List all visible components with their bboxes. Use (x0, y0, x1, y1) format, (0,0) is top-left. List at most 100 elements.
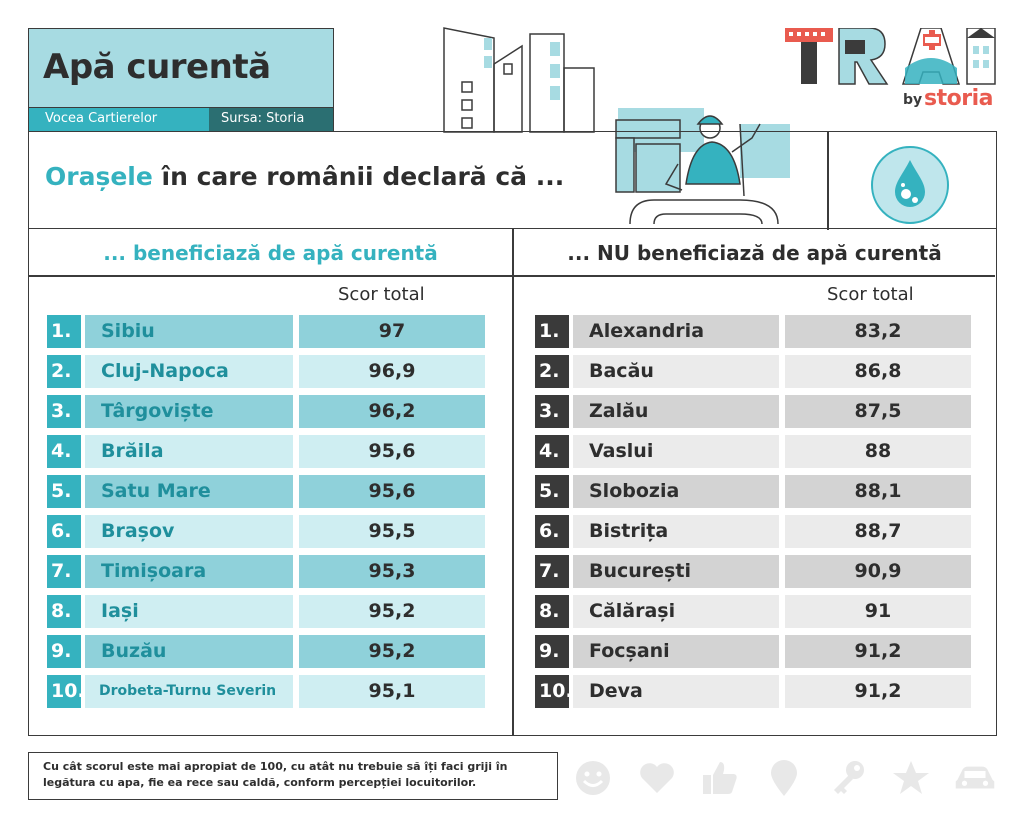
tag-vocea-cartierelor: Vocea Cartierelor (29, 108, 209, 131)
water-drop-badge (871, 146, 949, 224)
table-row: 2. Cluj-Napoca 96,9 (47, 355, 485, 388)
right-ranking-list: 1. Alexandria 83,2 2. Bacău 86,8 3. Zalău 87,5… (535, 315, 971, 715)
score-value: 95,3 (299, 555, 485, 588)
rank: 6. (47, 515, 81, 548)
city-name: Alexandria (573, 315, 779, 348)
water-drop-icon (895, 160, 925, 207)
rank: 1. (47, 315, 81, 348)
table-row: 7. Timișoara 95,3 (47, 555, 485, 588)
city-name: Deva (573, 675, 779, 708)
city-name: Zalău (573, 395, 779, 428)
table-row: 8. Iași 95,2 (47, 595, 485, 628)
rank: 6. (535, 515, 569, 548)
rank: 7. (535, 555, 569, 588)
table-row: 5. Satu Mare 95,6 (47, 475, 485, 508)
table-row: 6. Brașov 95,5 (47, 515, 485, 548)
score-value: 83,2 (785, 315, 971, 348)
rank: 3. (47, 395, 81, 428)
rank: 10. (47, 675, 85, 708)
logo-brand-storia: storia (924, 86, 993, 111)
table-row: 6. Bistrița 88,7 (535, 515, 971, 548)
rank: 10. (535, 675, 573, 708)
city-name: Bacău (573, 355, 779, 388)
score-value: 91,2 (785, 675, 971, 708)
rank: 9. (47, 635, 81, 668)
score-value: 95,2 (299, 635, 485, 668)
ranking-table: ... beneficiază de apă curentă ... NU be… (28, 228, 997, 736)
score-value: 87,5 (785, 395, 971, 428)
city-name: Sibiu (85, 315, 293, 348)
city-name: Târgoviște (85, 395, 293, 428)
city-name: București (573, 555, 779, 588)
rank: 3. (535, 395, 569, 428)
subtitle-rest: în care românii declară că ... (152, 162, 565, 191)
city-name: Brașov (85, 515, 293, 548)
table-row: 3. Zalău 87,5 (535, 395, 971, 428)
left-column-header: ... beneficiază de apă curentă (103, 241, 438, 265)
star-icon (893, 761, 930, 794)
right-column-header: ... NU beneficiază de apă curentă (567, 241, 942, 265)
city-name: Cluj-Napoca (85, 355, 293, 388)
table-row: 2. Bacău 86,8 (535, 355, 971, 388)
score-value: 97 (299, 315, 485, 348)
table-row: 10. Deva 91,2 (535, 675, 971, 708)
table-row: 9. Focșani 91,2 (535, 635, 971, 668)
table-row: 8. Călărași 91 (535, 595, 971, 628)
left-score-label: Scor total (338, 284, 425, 305)
car-icon (955, 766, 995, 789)
score-value: 96,2 (299, 395, 485, 428)
score-value: 95,1 (299, 675, 485, 708)
header-divider (29, 275, 995, 277)
rank: 2. (535, 355, 569, 388)
rank: 1. (535, 315, 569, 348)
subtitle-band: Orașele în care românii declară că ... (28, 131, 997, 230)
title-block: Apă curentă Vocea Cartierelor Sursa: Sto… (28, 28, 334, 132)
city-name: Slobozia (573, 475, 779, 508)
score-value: 88,7 (785, 515, 971, 548)
rank: 8. (47, 595, 81, 628)
rank: 4. (535, 435, 569, 468)
score-value: 96,9 (299, 355, 485, 388)
score-value: 90,9 (785, 555, 971, 588)
right-score-label: Scor total (827, 284, 914, 305)
city-name: Buzău (85, 635, 293, 668)
column-divider (512, 229, 514, 735)
table-row: 7. București 90,9 (535, 555, 971, 588)
score-value: 91,2 (785, 635, 971, 668)
plumber-illustration (443, 27, 790, 225)
score-value: 86,8 (785, 355, 971, 388)
city-name: Brăila (85, 435, 293, 468)
table-row: 1. Sibiu 97 (47, 315, 485, 348)
score-value: 88 (785, 435, 971, 468)
rank: 5. (535, 475, 569, 508)
logo-by: by (903, 92, 923, 108)
city-name: Satu Mare (85, 475, 293, 508)
rank: 4. (47, 435, 81, 468)
city-name: Călărași (573, 595, 779, 628)
score-value: 95,6 (299, 435, 485, 468)
table-row: 9. Buzău 95,2 (47, 635, 485, 668)
trai-logo (785, 28, 996, 85)
city-name: Focșani (573, 635, 779, 668)
table-row: 4. Vaslui 88 (535, 435, 971, 468)
city-name: Iași (85, 595, 293, 628)
table-row: 3. Târgoviște 96,2 (47, 395, 485, 428)
city-name: Vaslui (573, 435, 779, 468)
score-value: 88,1 (785, 475, 971, 508)
city-name: Timișoara (85, 555, 293, 588)
score-value: 91 (785, 595, 971, 628)
rank: 8. (535, 595, 569, 628)
heart-icon (639, 763, 674, 793)
rank: 7. (47, 555, 81, 588)
score-value: 95,2 (299, 595, 485, 628)
footnote-line-2: legătura cu apa, fie ea rece sau caldă, … (43, 776, 477, 789)
left-ranking-list: 1. Sibiu 97 2. Cluj-Napoca 96,9 3. Târgoviște… (47, 315, 485, 715)
tag-source: Sursa: Storia (209, 108, 333, 131)
smiley-icon (576, 761, 610, 795)
key-icon (833, 761, 864, 794)
location-pin-icon (770, 760, 797, 796)
subtitle-accent: Orașele (45, 162, 153, 191)
thumbs-up-icon (703, 762, 737, 794)
city-name: Bistrița (573, 515, 779, 548)
score-value: 95,6 (299, 475, 485, 508)
